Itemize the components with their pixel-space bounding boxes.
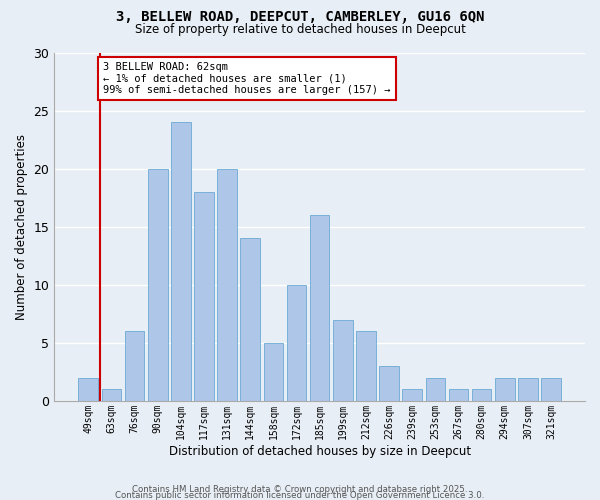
Bar [263,343,283,401]
Bar [356,331,376,401]
Bar [495,378,515,401]
Bar [171,122,191,401]
Bar [541,378,561,401]
Bar [310,215,329,401]
Text: Contains public sector information licensed under the Open Government Licence 3.: Contains public sector information licen… [115,490,485,500]
Bar [217,168,237,401]
Text: Contains HM Land Registry data © Crown copyright and database right 2025.: Contains HM Land Registry data © Crown c… [132,484,468,494]
Bar [125,331,145,401]
Bar [79,378,98,401]
Text: Size of property relative to detached houses in Deepcut: Size of property relative to detached ho… [134,22,466,36]
Text: 3 BELLEW ROAD: 62sqm
← 1% of detached houses are smaller (1)
99% of semi-detache: 3 BELLEW ROAD: 62sqm ← 1% of detached ho… [103,62,391,95]
Text: 3, BELLEW ROAD, DEEPCUT, CAMBERLEY, GU16 6QN: 3, BELLEW ROAD, DEEPCUT, CAMBERLEY, GU16… [116,10,484,24]
Bar [241,238,260,401]
Bar [194,192,214,401]
X-axis label: Distribution of detached houses by size in Deepcut: Distribution of detached houses by size … [169,444,471,458]
Bar [403,390,422,401]
Bar [287,285,307,401]
Bar [425,378,445,401]
Bar [518,378,538,401]
Bar [101,390,121,401]
Bar [472,390,491,401]
Bar [333,320,353,401]
Bar [449,390,469,401]
Bar [148,168,167,401]
Bar [379,366,399,401]
Y-axis label: Number of detached properties: Number of detached properties [15,134,28,320]
